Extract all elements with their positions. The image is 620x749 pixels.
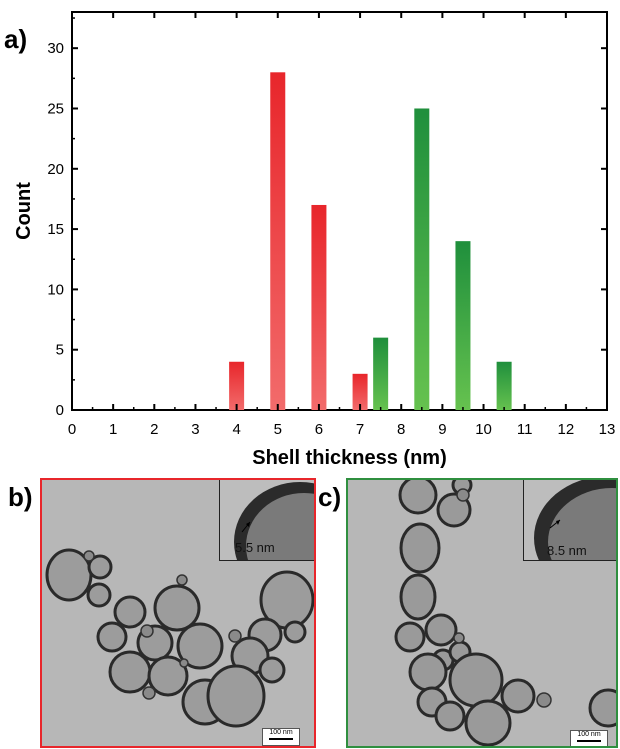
x-tick-label-11: 11: [517, 421, 533, 438]
y-tick-label-15: 15: [47, 221, 64, 238]
tem-particles-b: [45, 548, 314, 728]
panel-a-label: a): [4, 24, 28, 54]
y-axis-label: Count: [13, 182, 35, 240]
y-tick-label-0: 0: [56, 402, 64, 419]
panel-c-label: c): [318, 482, 342, 512]
scalebar-c: 100 nm: [570, 730, 608, 746]
bar-series1-5: [270, 72, 286, 410]
bar-series1-4: [229, 361, 245, 410]
x-tick-label-9: 9: [438, 421, 446, 438]
y-tick-label-10: 10: [47, 281, 64, 298]
bar-series1-7: [352, 373, 368, 410]
bar-series2-8.5: [414, 108, 430, 410]
bar-series2-7.5: [373, 337, 389, 410]
panel-b-label: b): [8, 482, 33, 512]
inset-c-measurement: 8.5 nm: [547, 543, 587, 558]
x-tick-label-7: 7: [356, 421, 364, 438]
x-axis-label: Shell thickness (nm): [252, 447, 447, 469]
scalebar-b-label: 100 nm: [269, 729, 293, 736]
x-tick-label-5: 5: [274, 421, 282, 438]
bar-series2-9.5: [455, 241, 471, 410]
inset-b: 5.5 nm: [219, 480, 314, 561]
inset-c: 8.5 nm: [523, 480, 616, 561]
x-tick-label-10: 10: [475, 421, 492, 438]
tem-particles-c: [394, 480, 616, 746]
tem-image-b: 5.5 nm 100 nm: [40, 478, 316, 748]
y-tick-label-20: 20: [47, 161, 64, 178]
x-tick-label-13: 13: [599, 421, 616, 438]
x-tick-label-1: 1: [109, 421, 117, 438]
x-tick-label-8: 8: [397, 421, 405, 438]
bar-series2-10.5: [496, 361, 512, 410]
x-tick-label-6: 6: [315, 421, 323, 438]
y-tick-label-30: 30: [47, 40, 64, 57]
x-tick-label-2: 2: [150, 421, 158, 438]
tem-image-c: 8.5 nm 100 nm: [346, 478, 618, 748]
x-tick-label-12: 12: [558, 421, 575, 438]
x-tick-label-0: 0: [68, 421, 76, 438]
inset-b-measurement: 5.5 nm: [235, 540, 275, 555]
x-tick-label-3: 3: [191, 421, 199, 438]
scalebar-c-label: 100 nm: [577, 731, 601, 738]
x-tick-label-4: 4: [232, 421, 240, 438]
y-tick-label-5: 5: [56, 342, 64, 359]
y-tick-label-25: 25: [47, 100, 64, 117]
plot-frame: [71, 11, 608, 411]
bar-series1-6: [311, 204, 327, 410]
scalebar-b: 100 nm: [262, 728, 300, 746]
